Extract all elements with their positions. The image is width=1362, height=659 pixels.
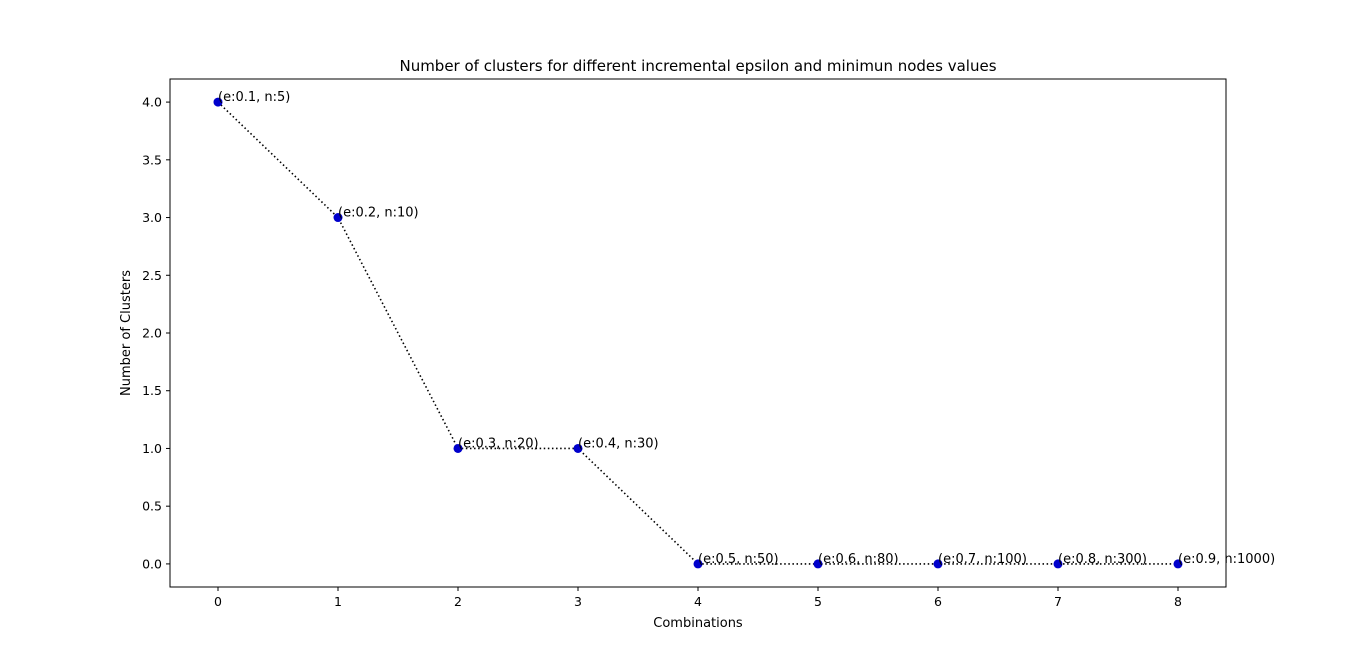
- y-tick-label: 2.0: [142, 326, 162, 341]
- data-point-4: [693, 559, 703, 569]
- point-annotation-8: (e:0.9, n:1000): [1178, 552, 1275, 567]
- x-tick-label: 3: [574, 594, 582, 609]
- data-point-6: [933, 559, 943, 569]
- data-point-5: [813, 559, 823, 569]
- chart-title: Number of clusters for different increme…: [399, 57, 996, 75]
- y-tick-label: 2.5: [142, 268, 162, 283]
- y-axis: 0.0 0.5 1.0 1.5 2.0 2.5 3.0 3.5 4.0: [142, 95, 170, 571]
- point-annotation-6: (e:0.7, n:100): [938, 552, 1027, 567]
- point-annotations: (e:0.1, n:5) (e:0.2, n:10) (e:0.3, n:20) (e…: [218, 90, 1275, 567]
- y-tick-label: 0.0: [142, 556, 162, 571]
- x-tick-label: 1: [334, 594, 342, 609]
- y-tick-label: 1.5: [142, 383, 162, 398]
- point-annotation-4: (e:0.5, n:50): [698, 552, 779, 567]
- data-point-0: [213, 97, 223, 107]
- data-point-3: [573, 443, 583, 453]
- x-tick-label: 4: [694, 594, 702, 609]
- point-annotation-5: (e:0.6, n:80): [818, 552, 899, 567]
- x-tick-label: 6: [934, 594, 942, 609]
- y-tick-label: 4.0: [142, 95, 162, 110]
- point-annotation-7: (e:0.8, n:300): [1058, 552, 1147, 567]
- data-point-1: [333, 213, 343, 223]
- y-tick-label: 3.5: [142, 152, 162, 167]
- y-tick-label: 1.0: [142, 441, 162, 456]
- x-tick-label: 8: [1174, 594, 1182, 609]
- point-annotation-2: (e:0.3, n:20): [458, 436, 539, 451]
- point-annotation-1: (e:0.2, n:10): [338, 206, 419, 221]
- point-annotation-3: (e:0.4, n:30): [578, 436, 659, 451]
- x-axis-label: Combinations: [653, 616, 743, 631]
- plot-area-frame: [169, 78, 1227, 588]
- point-annotation-0: (e:0.1, n:5): [218, 90, 290, 105]
- y-tick-label: 3.0: [142, 210, 162, 225]
- x-tick-label: 2: [454, 594, 462, 609]
- data-point-7: [1053, 559, 1063, 569]
- data-point-2: [453, 443, 463, 453]
- data-points: [213, 97, 1183, 569]
- y-axis-label: Number of Clusters: [119, 270, 134, 396]
- x-tick-label: 0: [214, 594, 222, 609]
- series-line: [217, 101, 1178, 565]
- x-tick-label: 7: [1054, 594, 1062, 609]
- x-tick-label: 5: [814, 594, 822, 609]
- x-axis: 0 1 2 3 4 5 6 7 8: [214, 587, 1182, 609]
- y-tick-label: 0.5: [142, 499, 162, 514]
- data-point-8: [1173, 559, 1183, 569]
